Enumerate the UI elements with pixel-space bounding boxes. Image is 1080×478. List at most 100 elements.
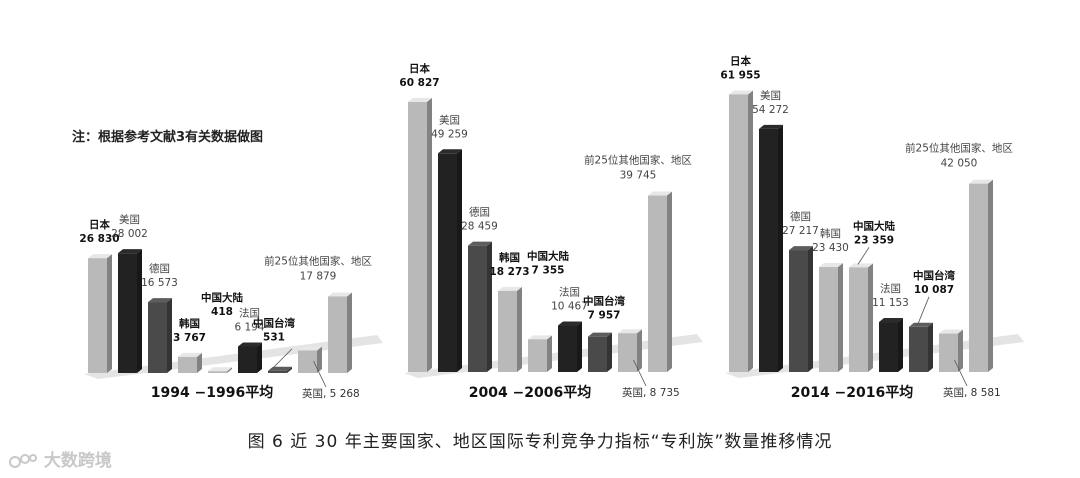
category-label-法国: 法国 bbox=[559, 286, 580, 299]
bar-top bbox=[558, 321, 582, 326]
bar-中国大陆 bbox=[208, 371, 227, 373]
bar-top bbox=[468, 241, 492, 246]
bar-中国台湾 bbox=[909, 326, 928, 372]
category-label-法国: 法国 bbox=[880, 282, 901, 295]
bar-德国 bbox=[148, 302, 167, 373]
category-label-韩国: 韩国 bbox=[820, 227, 841, 240]
bar-side bbox=[197, 352, 202, 373]
bar-中国大陆 bbox=[849, 267, 868, 372]
bar-side bbox=[637, 329, 642, 372]
category-label-中国大陆: 中国大陆 bbox=[527, 249, 569, 262]
value-label-德国: 16 573 bbox=[141, 277, 178, 289]
leader-line bbox=[857, 247, 870, 265]
bar-top bbox=[238, 342, 262, 347]
bar-top bbox=[759, 124, 783, 129]
bar-top bbox=[268, 366, 292, 371]
value-label-英国: 英国, 8 581 bbox=[943, 386, 1001, 399]
group-title: 2014 −2016平均 bbox=[791, 384, 914, 401]
bar-side bbox=[868, 263, 873, 372]
bar-top bbox=[849, 263, 873, 268]
bar-前25位其他国家、地区 bbox=[648, 195, 667, 372]
bar-美国 bbox=[118, 253, 137, 373]
bar-side bbox=[347, 292, 352, 373]
value-label-中国大陆: 418 bbox=[211, 306, 233, 318]
category-label-中国大陆: 中国大陆 bbox=[201, 291, 243, 304]
bar-side bbox=[167, 298, 172, 373]
bar-德国 bbox=[468, 245, 487, 372]
category-label-德国: 德国 bbox=[790, 210, 811, 223]
leader-line bbox=[270, 348, 293, 371]
bar-英国 bbox=[939, 333, 958, 372]
category-label-日本: 日本 bbox=[89, 218, 110, 231]
category-label-日本: 日本 bbox=[730, 54, 751, 67]
category-label-美国: 美国 bbox=[119, 213, 140, 226]
value-label-中国台湾: 7 957 bbox=[588, 310, 621, 322]
bar-side bbox=[137, 249, 142, 373]
bar-side bbox=[427, 97, 432, 372]
bar-中国台湾 bbox=[588, 336, 607, 372]
value-label-法国: 6 194 bbox=[234, 321, 264, 333]
bar-top bbox=[648, 191, 672, 196]
bar-side bbox=[227, 367, 232, 373]
category-label-法国: 法国 bbox=[239, 306, 260, 319]
bar-top bbox=[618, 329, 642, 334]
bar-top bbox=[118, 249, 142, 254]
bar-前25位其他国家、地区 bbox=[328, 296, 347, 373]
bar-日本 bbox=[88, 258, 107, 373]
bar-top bbox=[909, 322, 933, 327]
category-label-中国台湾: 中国台湾 bbox=[583, 295, 625, 308]
bar-韩国 bbox=[819, 267, 838, 372]
watermark-logo-icon bbox=[9, 454, 37, 468]
value-label-美国: 49 259 bbox=[431, 128, 468, 140]
bar-side bbox=[958, 329, 963, 372]
value-label-前25位其他国家、地区: 39 745 bbox=[620, 170, 657, 182]
bar-side bbox=[988, 179, 993, 372]
category-label-韩国: 韩国 bbox=[179, 317, 200, 330]
bar-法国 bbox=[879, 322, 898, 372]
bar-法国 bbox=[238, 346, 257, 373]
leader-line bbox=[633, 359, 647, 387]
bar-side bbox=[487, 241, 492, 372]
bar-美国 bbox=[438, 153, 457, 372]
bar-top bbox=[528, 335, 552, 340]
bar-top bbox=[969, 179, 993, 184]
bar-side bbox=[257, 342, 262, 373]
category-label-德国: 德国 bbox=[469, 206, 490, 219]
bar-韩国 bbox=[178, 356, 197, 373]
bar-top bbox=[148, 298, 172, 303]
value-label-前25位其他国家、地区: 42 050 bbox=[941, 158, 978, 170]
leader-line bbox=[917, 296, 930, 324]
bar-top bbox=[178, 352, 202, 357]
value-label-日本: 26 830 bbox=[79, 233, 119, 245]
value-label-英国: 英国, 8 735 bbox=[622, 386, 680, 399]
bar-top bbox=[328, 292, 352, 297]
category-label-中国台湾: 中国台湾 bbox=[253, 317, 295, 330]
bar-side bbox=[808, 246, 813, 372]
bar-top bbox=[208, 367, 232, 372]
bar-side bbox=[898, 318, 903, 372]
value-label-法国: 11 153 bbox=[872, 297, 909, 309]
bar-德国 bbox=[789, 250, 808, 372]
bar-top bbox=[588, 332, 612, 337]
bar-韩国 bbox=[498, 290, 517, 372]
category-label-韩国: 韩国 bbox=[499, 251, 520, 264]
value-label-英国: 英国, 5 268 bbox=[302, 387, 360, 400]
watermark-text: 大数跨境 bbox=[43, 451, 112, 471]
bar-side bbox=[607, 332, 612, 372]
value-label-法国: 10 467 bbox=[551, 301, 588, 313]
bar-side bbox=[748, 90, 753, 373]
leader-line bbox=[313, 360, 327, 388]
category-label-日本: 日本 bbox=[409, 62, 430, 75]
category-label-中国台湾: 中国台湾 bbox=[913, 269, 955, 282]
value-label-德国: 27 217 bbox=[782, 225, 819, 237]
category-label-前25位其他国家、地区: 前25位其他国家、地区 bbox=[905, 142, 1013, 155]
value-label-日本: 60 827 bbox=[399, 77, 439, 89]
bar-英国 bbox=[618, 333, 637, 372]
bar-side bbox=[577, 321, 582, 372]
bar-side bbox=[457, 149, 462, 372]
bar-side bbox=[778, 124, 783, 372]
group-title: 1994 −1996平均 bbox=[151, 384, 274, 401]
category-label-前25位其他国家、地区: 前25位其他国家、地区 bbox=[584, 154, 692, 167]
